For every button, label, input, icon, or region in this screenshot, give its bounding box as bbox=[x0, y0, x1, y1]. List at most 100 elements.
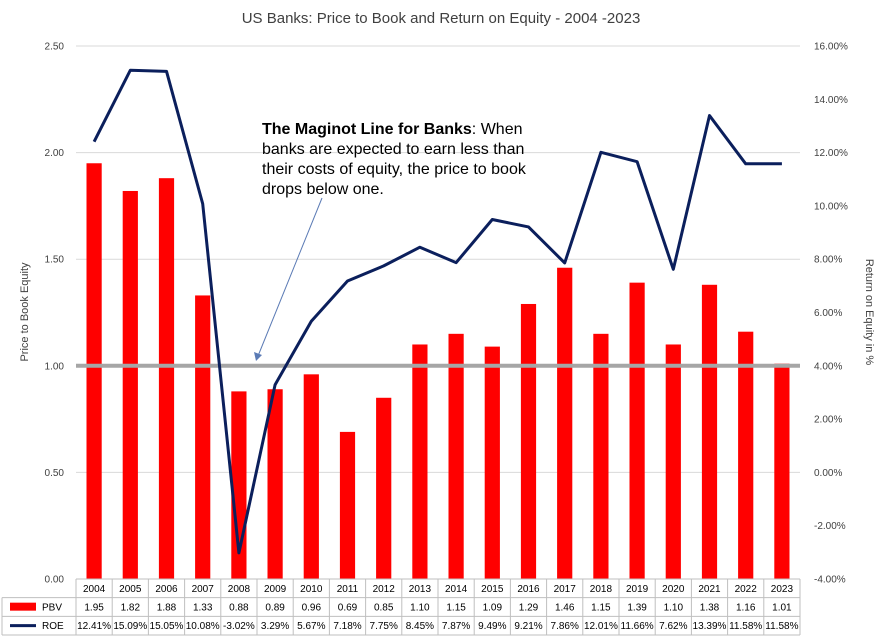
pbv-legend-label: PBV bbox=[42, 603, 62, 614]
annotation-line-3: their costs of equity, the price to book bbox=[262, 161, 527, 178]
roe-data-label: 9.21% bbox=[514, 621, 542, 632]
roe-data-label: -3.02% bbox=[223, 621, 255, 632]
pbv-data-label: 1.29 bbox=[519, 603, 539, 614]
right-axis-title: Return on Equity in % bbox=[863, 259, 875, 366]
pbv-bar bbox=[267, 389, 283, 579]
left-tick-label: 0.00 bbox=[45, 575, 65, 586]
pbv-data-label: 1.15 bbox=[446, 603, 466, 614]
roe-data-label: 7.18% bbox=[333, 621, 361, 632]
pbv-bars bbox=[86, 163, 790, 579]
annotation-line-4: drops below one. bbox=[262, 181, 384, 198]
pbv-data-label: 0.88 bbox=[229, 603, 249, 614]
pbv-bar bbox=[339, 431, 356, 579]
left-tick-label: 1.00 bbox=[45, 361, 65, 372]
category-label: 2011 bbox=[337, 584, 359, 595]
category-label: 2005 bbox=[119, 584, 142, 595]
right-tick-label: 4.00% bbox=[814, 361, 842, 372]
roe-data-label: 11.58% bbox=[765, 621, 798, 632]
roe-data-label: 12.41% bbox=[77, 621, 111, 632]
left-tick-label: 0.50 bbox=[45, 468, 65, 479]
pbv-bar bbox=[593, 333, 609, 579]
right-tick-label: 12.00% bbox=[814, 148, 848, 159]
pbv-bar bbox=[86, 163, 102, 579]
category-label: 2020 bbox=[662, 584, 685, 595]
category-label: 2021 bbox=[698, 584, 721, 595]
roe-data-label: 10.08% bbox=[186, 621, 220, 632]
category-label: 2013 bbox=[409, 584, 432, 595]
pbv-data-label: 1.46 bbox=[555, 603, 575, 614]
roe-data-label: 8.45% bbox=[406, 621, 434, 632]
category-label: 2015 bbox=[481, 584, 504, 595]
roe-data-label: 7.87% bbox=[442, 621, 470, 632]
right-tick-label: 8.00% bbox=[814, 255, 842, 266]
pbv-bar bbox=[484, 346, 500, 579]
category-label: 2008 bbox=[228, 584, 251, 595]
category-label: 2016 bbox=[517, 584, 540, 595]
roe-data-label: 15.05% bbox=[150, 621, 184, 632]
pbv-bar bbox=[303, 374, 319, 579]
annotation-arrow bbox=[257, 197, 323, 357]
pbv-data-label: 0.96 bbox=[302, 603, 322, 614]
chart-title: US Banks: Price to Book and Return on Eq… bbox=[242, 10, 641, 27]
left-tick-label: 2.50 bbox=[45, 42, 65, 53]
right-tick-label: 16.00% bbox=[814, 42, 848, 53]
pbv-data-label: 0.89 bbox=[265, 603, 285, 614]
pbv-data-label: 1.88 bbox=[157, 603, 177, 614]
roe-data-label: 7.86% bbox=[551, 621, 579, 632]
annotation: The Maginot Line for Banks: When banks a… bbox=[254, 121, 527, 361]
pbv-data-label: 1.10 bbox=[664, 603, 684, 614]
pbv-bar bbox=[158, 178, 175, 579]
pbv-data-label: 1.95 bbox=[84, 603, 104, 614]
category-label: 2017 bbox=[554, 584, 577, 595]
right-tick-label: 6.00% bbox=[814, 308, 842, 319]
pbv-data-label: 1.38 bbox=[700, 603, 720, 614]
pbv-data-label: 1.82 bbox=[121, 603, 141, 614]
pbv-bar bbox=[412, 344, 428, 579]
left-tick-label: 2.00 bbox=[45, 148, 65, 159]
pbv-data-label: 0.69 bbox=[338, 603, 358, 614]
pbv-data-label: 1.33 bbox=[193, 603, 213, 614]
pbv-data-label: 1.15 bbox=[591, 603, 611, 614]
category-label: 2023 bbox=[771, 584, 794, 595]
annotation-line-1: : When bbox=[472, 121, 523, 138]
roe-data-label: 7.75% bbox=[370, 621, 398, 632]
pbv-bar bbox=[557, 267, 573, 579]
category-label: 2007 bbox=[192, 584, 215, 595]
data-table: 2004 1.95 12.41% 2005 1.82 15.09% 2006 1.88 15.0… bbox=[1, 578, 801, 636]
pbv-bar bbox=[376, 397, 392, 579]
right-axis-ticks: -4.00% -2.00% 0.00% 2.00% 4.00% 6.00% 8.00% 10.… bbox=[814, 42, 848, 586]
roe-data-label: 5.67% bbox=[297, 621, 325, 632]
pbv-bar bbox=[629, 282, 645, 579]
roe-data-label: 11.66% bbox=[621, 621, 654, 632]
right-tick-label: -4.00% bbox=[814, 575, 846, 586]
category-label: 2012 bbox=[373, 584, 396, 595]
roe-line bbox=[92, 68, 782, 555]
pbv-legend-swatch bbox=[10, 602, 36, 611]
roe-data-label: 11.58% bbox=[729, 621, 762, 632]
svg-text:The Maginot Line for Banks: Wh: The Maginot Line for Banks: When bbox=[262, 121, 522, 138]
pbv-bar bbox=[520, 303, 537, 579]
roe-data-label: 12.01% bbox=[584, 621, 618, 632]
right-tick-label: 10.00% bbox=[814, 201, 848, 212]
category-label: 2004 bbox=[83, 584, 106, 595]
roe-data-label: 13.39% bbox=[693, 621, 727, 632]
pbv-bar bbox=[665, 344, 681, 579]
pbv-bar bbox=[738, 331, 754, 579]
left-axis-ticks: 0.00 0.50 1.00 1.50 2.00 2.50 bbox=[45, 42, 65, 586]
category-label: 2006 bbox=[155, 584, 178, 595]
pbv-data-label: 1.01 bbox=[772, 603, 792, 614]
category-label: 2014 bbox=[445, 584, 468, 595]
annotation-bold: The Maginot Line for Banks bbox=[262, 121, 472, 138]
roe-data-label: 15.09% bbox=[113, 621, 147, 632]
annotation-line-2: banks are expected to earn less than bbox=[262, 141, 524, 158]
right-tick-label: -2.00% bbox=[814, 521, 846, 532]
category-label: 2010 bbox=[300, 584, 323, 595]
right-tick-label: 2.00% bbox=[814, 415, 842, 426]
roe-data-label: 9.49% bbox=[478, 621, 506, 632]
left-axis-title: Price to Book Equity bbox=[19, 262, 31, 362]
category-label: 2019 bbox=[626, 584, 649, 595]
pbv-data-label: 1.39 bbox=[627, 603, 647, 614]
pbv-data-label: 1.09 bbox=[483, 603, 503, 614]
roe-data-label: 3.29% bbox=[261, 621, 289, 632]
